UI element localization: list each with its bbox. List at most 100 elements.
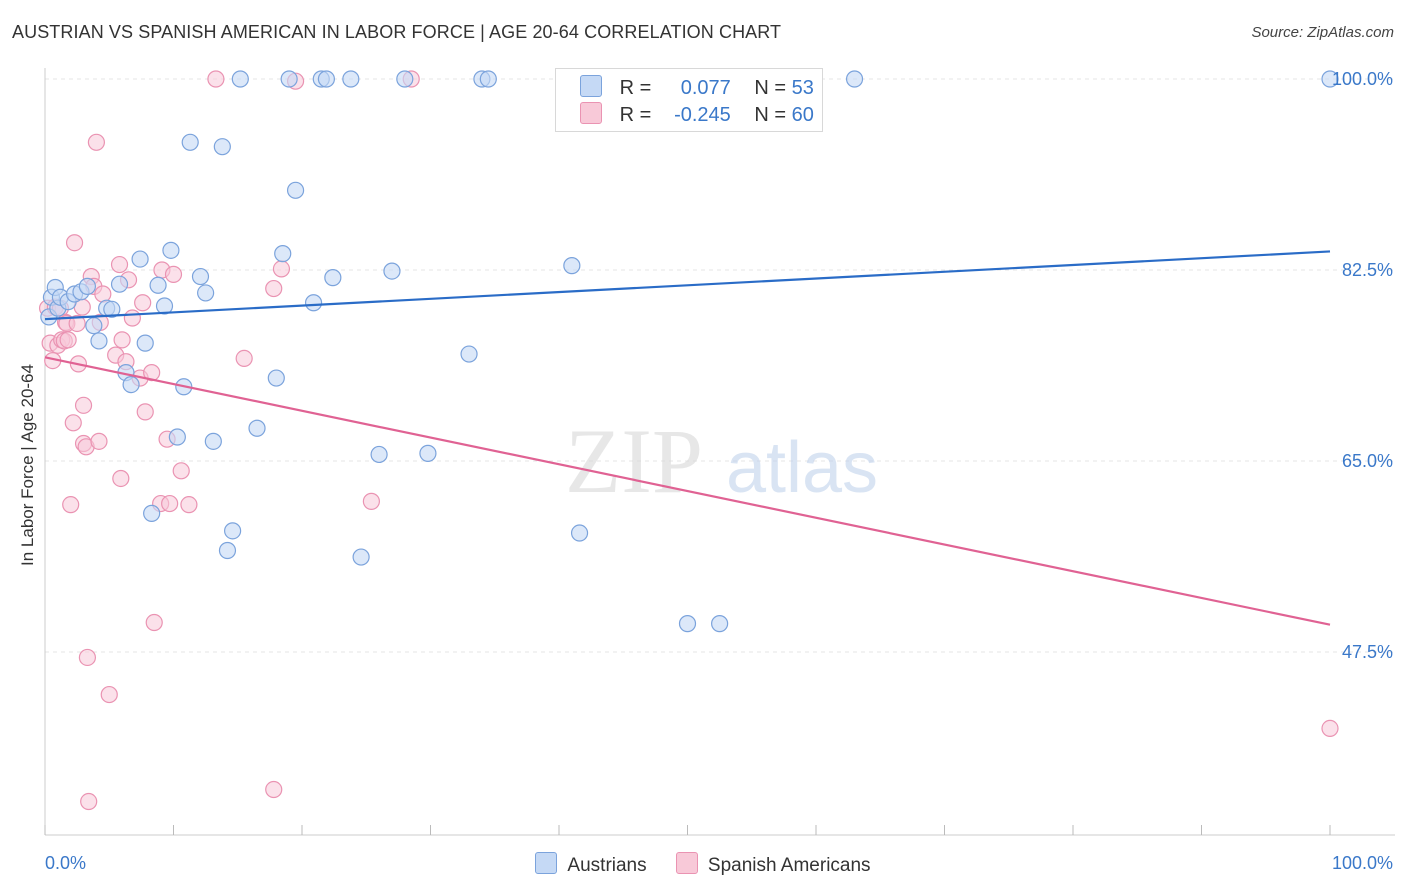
spanish-point: [265, 780, 283, 799]
y-tick-label: 47.5%: [1342, 642, 1393, 662]
austrian-point: [136, 334, 154, 352]
austrian-point: [191, 267, 210, 286]
spanish-point: [180, 496, 198, 514]
austrian-point: [845, 70, 864, 88]
austrian-point: [324, 269, 342, 287]
legend-n-value: 53: [791, 77, 814, 99]
spanish-trend-line: [44, 356, 1331, 626]
austrian-point: [570, 524, 589, 542]
austrian-point: [218, 541, 237, 560]
spanish-point: [87, 133, 106, 151]
spanish-point: [113, 331, 131, 349]
austrian-point: [267, 369, 285, 387]
austrian-point: [131, 250, 149, 268]
austrian-point: [90, 332, 108, 350]
y-tick-label: 100.0%: [1332, 69, 1393, 89]
austrian-point: [110, 275, 129, 293]
austrian-points: [40, 70, 1339, 633]
tick-labels: 47.5% 65.0% 82.5% 100.0% 0.0% 100.0%: [45, 69, 1393, 873]
austrian-point: [342, 70, 360, 88]
x-tick-label: 100.0%: [1332, 853, 1393, 873]
spanish-point: [62, 496, 80, 514]
legend-r-value: 0.077: [680, 77, 731, 99]
spanish-point: [64, 414, 82, 432]
legend-r-label: R =: [619, 104, 652, 126]
y-tick-label: 65.0%: [1342, 451, 1393, 471]
legend-row-austrians: R = 0.077 N = 53: [580, 75, 814, 99]
austrians-legend-swatch: [535, 852, 558, 874]
austrian-point: [149, 276, 167, 294]
stats-legend: R = 0.077 N = 53 R = -0.245 N = 60: [555, 68, 823, 132]
austrian-point: [563, 257, 581, 275]
spanish-point: [164, 265, 183, 283]
spanish-point: [59, 331, 77, 349]
spanish-swatch: [580, 102, 602, 124]
spanish-point: [145, 613, 163, 632]
spanish-point: [90, 432, 108, 450]
watermark-zip: ZIP: [565, 410, 703, 512]
spanish-point: [74, 396, 93, 414]
austrian-point: [181, 133, 199, 151]
spanish-point: [123, 309, 141, 327]
austrian-point: [231, 70, 249, 88]
austrians-legend-label: Austrians: [567, 855, 647, 876]
austrian-point: [162, 241, 180, 259]
austrian-point: [678, 615, 697, 633]
legend-n-label: N =: [754, 104, 787, 126]
austrian-point: [224, 522, 242, 540]
spanish-point: [161, 494, 179, 513]
y-tick-label: 82.5%: [1342, 260, 1393, 280]
austrians-swatch: [580, 75, 602, 97]
austrian-point: [304, 294, 323, 312]
spanish-point: [265, 279, 283, 298]
austrian-point: [370, 445, 388, 464]
austrian-point: [103, 300, 121, 318]
spanish-point: [94, 285, 112, 303]
legend-row-spanish: R = -0.245 N = 60: [580, 102, 814, 126]
x-tick-label: 0.0%: [45, 853, 86, 873]
austrian-point: [85, 317, 103, 335]
austrian-point: [168, 428, 186, 446]
austrian-point: [460, 345, 478, 363]
source-label: Source: ZipAtlas.com: [1251, 24, 1394, 41]
spanish-point: [80, 792, 98, 811]
legend-item-austrians[interactable]: Austrians: [535, 852, 647, 877]
spanish-point: [110, 255, 129, 274]
spanish-point: [207, 70, 225, 88]
austrian-point: [286, 181, 305, 199]
austrian-point: [143, 504, 161, 522]
austrian-point: [122, 376, 140, 394]
austrian-point: [317, 70, 336, 88]
austrian-point: [213, 138, 231, 156]
legend-r-label: R =: [619, 77, 652, 99]
axes: [44, 68, 1395, 836]
legend-item-spanish[interactable]: Spanish Americans: [675, 852, 871, 877]
spanish-legend-swatch: [675, 852, 698, 874]
austrian-point: [248, 419, 266, 437]
spanish-point: [78, 648, 97, 667]
chart-title: AUSTRIAN VS SPANISH AMERICAN IN LABOR FO…: [12, 22, 782, 42]
legend-r-value: -0.245: [674, 104, 731, 126]
austrian-point: [274, 245, 292, 263]
spanish-legend-label: Spanish Americans: [707, 855, 871, 876]
trend-lines: [44, 250, 1331, 626]
spanish-point: [362, 492, 380, 510]
legend-n-label: N =: [754, 77, 787, 99]
austrians-trend-line: [44, 250, 1331, 321]
austrian-point: [155, 297, 174, 315]
watermark-atlas: atlas: [726, 428, 878, 508]
spanish-point: [112, 469, 130, 488]
austrian-point: [204, 432, 222, 450]
legend-n-value: 60: [791, 104, 814, 126]
spanish-point: [136, 403, 154, 421]
austrian-point: [1321, 70, 1339, 88]
austrian-point: [419, 444, 437, 462]
series-legend: Austrians Spanish Americans: [0, 852, 1406, 877]
austrian-point: [396, 70, 414, 88]
austrian-point: [479, 70, 497, 88]
austrian-point: [711, 615, 729, 633]
austrian-point: [280, 70, 298, 88]
austrian-point: [78, 277, 97, 295]
spanish-point: [235, 349, 253, 368]
